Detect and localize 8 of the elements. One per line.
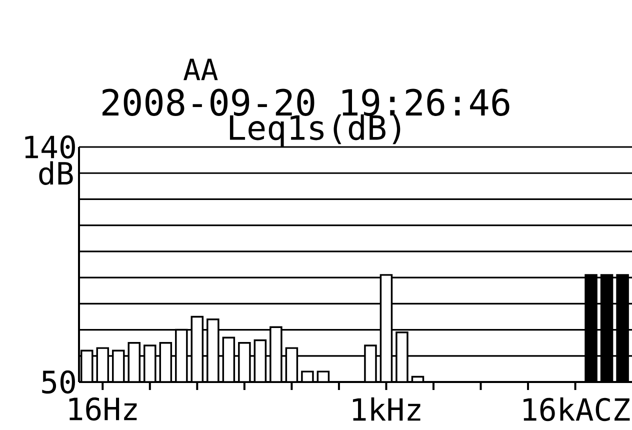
x-tick-label: 1kHz: [352, 397, 420, 421]
y-tick-label: 50: [42, 370, 75, 394]
y-tick-label: 140: [25, 135, 75, 159]
chart-title: AA: [184, 58, 218, 80]
x-tick-label: 16kACZ: [524, 397, 630, 422]
text: Leq1s(dB): [230, 114, 400, 147]
y-axis-title: dB: [39, 161, 73, 185]
x-tick-label: 16Hz: [69, 397, 137, 421]
